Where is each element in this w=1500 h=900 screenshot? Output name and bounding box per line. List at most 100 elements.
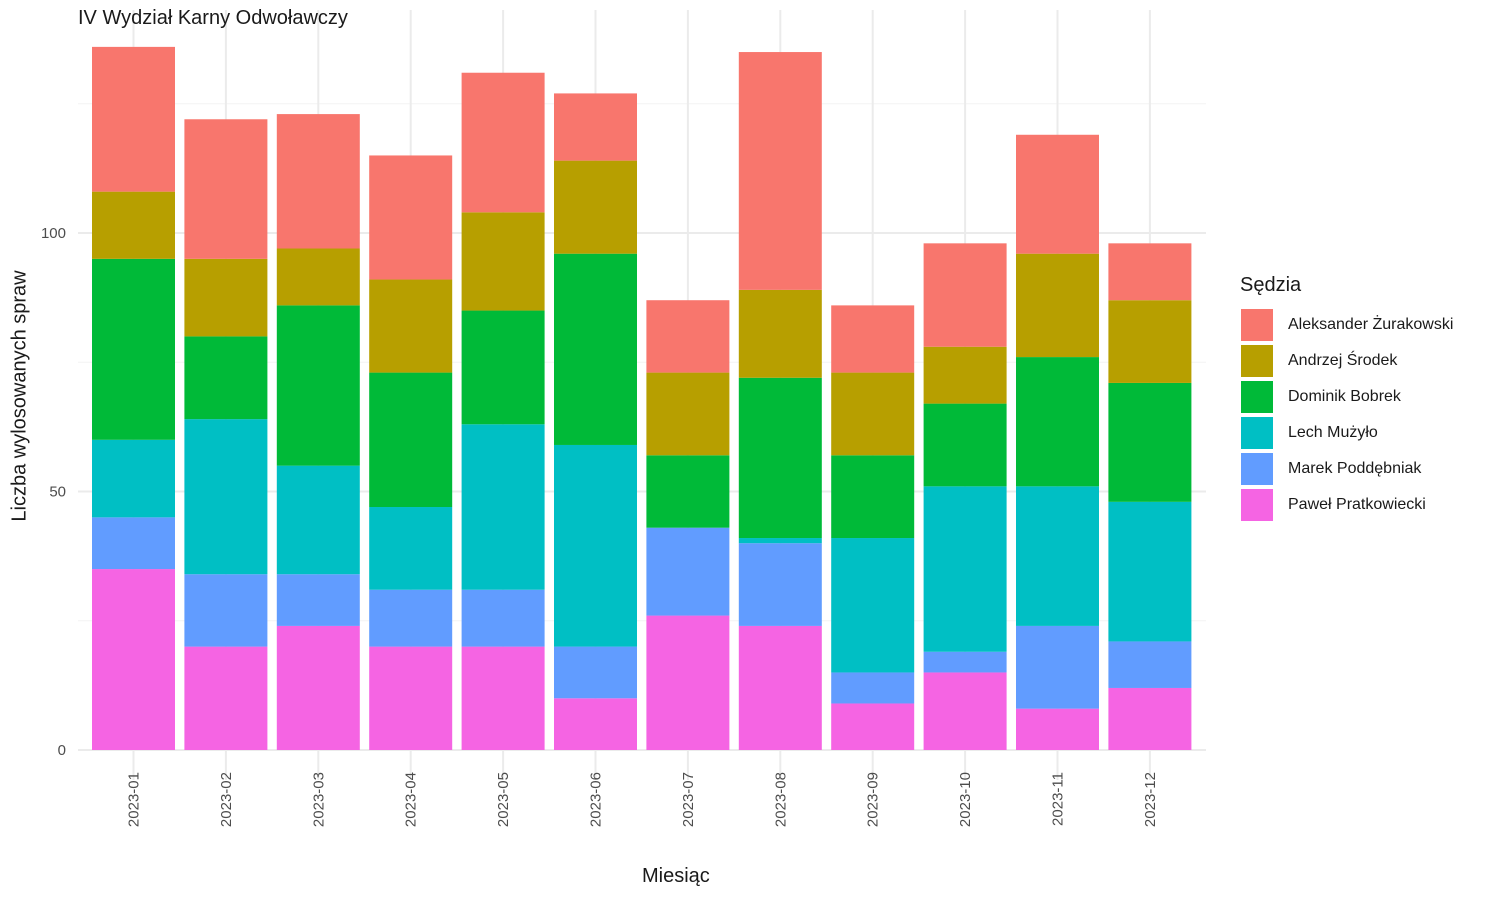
legend-color-key bbox=[1240, 416, 1274, 450]
bar-segment bbox=[461, 646, 545, 750]
bar-segment bbox=[738, 538, 822, 544]
legend-label: Lech Mużyło bbox=[1288, 424, 1378, 441]
bar-segment bbox=[1108, 382, 1192, 502]
bar-segment bbox=[738, 377, 822, 539]
bar-segment bbox=[831, 305, 915, 373]
legend-color-key bbox=[1240, 308, 1274, 342]
bar-segment bbox=[1108, 641, 1192, 688]
bar-segment bbox=[184, 119, 268, 259]
bar-segment bbox=[1108, 687, 1192, 750]
bar-segment bbox=[184, 574, 268, 647]
bar-segment bbox=[184, 419, 268, 575]
bar-segment bbox=[276, 574, 360, 626]
bar-segment bbox=[1016, 486, 1099, 626]
bar-segment bbox=[276, 465, 360, 575]
x-tick-label: 2023-04 bbox=[403, 772, 420, 827]
bar-segment bbox=[831, 703, 915, 750]
x-axis-ticks: 2023-01 2023-02 2023-03 2023-04 2023-05 2023-… bbox=[126, 772, 1159, 827]
bar-segment bbox=[461, 212, 545, 311]
bar-segment bbox=[646, 372, 730, 456]
x-tick-label: 2023-08 bbox=[772, 772, 789, 827]
bar-segment bbox=[554, 698, 637, 750]
bar-segment bbox=[646, 455, 730, 528]
y-axis-ticks: 0 50 100 bbox=[41, 225, 66, 759]
legend-label: Dominik Bobrek bbox=[1288, 388, 1401, 405]
legend-item: Paweł Pratkowiecki bbox=[1240, 487, 1453, 523]
bar-segment bbox=[461, 310, 545, 425]
legend-color-key bbox=[1240, 452, 1274, 486]
bar-segment bbox=[646, 615, 730, 750]
bar-segment bbox=[92, 569, 175, 750]
bar-segment bbox=[1016, 625, 1099, 709]
bar-segment bbox=[184, 336, 268, 420]
x-tick-label: 2023-09 bbox=[865, 772, 882, 827]
bar-segment bbox=[184, 258, 268, 337]
bar-segment bbox=[831, 538, 915, 673]
bar-segment bbox=[276, 305, 360, 466]
bar-segment bbox=[554, 160, 637, 254]
chart-title: IV Wydział Karny Odwoławczy bbox=[78, 7, 348, 29]
bar-segment bbox=[461, 589, 545, 647]
bar-segment bbox=[646, 300, 730, 373]
x-axis-label: Miesiąc bbox=[642, 865, 710, 887]
bar-segment bbox=[923, 243, 1007, 347]
bar-segment bbox=[1108, 243, 1192, 301]
bar-segment bbox=[92, 439, 175, 518]
bar-segment bbox=[369, 372, 453, 508]
bar-segment bbox=[369, 155, 453, 280]
bar-segment bbox=[369, 507, 453, 590]
bar-segment bbox=[461, 424, 545, 590]
bar-segment bbox=[276, 114, 360, 249]
bar-segment bbox=[923, 486, 1007, 652]
legend-title: Sędzia bbox=[1240, 274, 1302, 296]
x-tick-label: 2023-01 bbox=[126, 772, 143, 827]
x-tick-label: 2023-02 bbox=[218, 772, 235, 827]
bar-segment bbox=[1016, 357, 1099, 487]
bar-segment bbox=[1016, 134, 1099, 254]
bar-segment bbox=[184, 646, 268, 750]
y-tick-label: 100 bbox=[41, 225, 66, 242]
legend-items: Aleksander Żurakowski Andrzej Środek Domin… bbox=[1240, 307, 1453, 523]
y-axis-label: Liczba wylosowanych spraw bbox=[8, 270, 31, 522]
x-tick-label: 2023-03 bbox=[310, 772, 327, 827]
legend-label: Marek Poddębniak bbox=[1288, 460, 1422, 477]
legend-item: Andrzej Środek bbox=[1240, 343, 1453, 379]
bar-segment bbox=[923, 672, 1007, 750]
legend-item: Lech Mużyło bbox=[1240, 415, 1453, 451]
bar-segment bbox=[554, 93, 637, 161]
bar-segment bbox=[831, 455, 915, 539]
bar-segment bbox=[554, 646, 637, 699]
legend-item: Dominik Bobrek bbox=[1240, 379, 1453, 415]
bar-segment bbox=[1108, 300, 1192, 383]
x-tick-label: 2023-06 bbox=[588, 772, 605, 827]
legend-color-key bbox=[1240, 344, 1274, 378]
bar-segment bbox=[92, 258, 175, 440]
bar-segment bbox=[554, 253, 637, 445]
bar-segment bbox=[92, 46, 175, 192]
bar-segment bbox=[369, 279, 453, 373]
bar-segment bbox=[831, 372, 915, 456]
bar-segment bbox=[92, 517, 175, 570]
x-tick-label: 2023-11 bbox=[1050, 772, 1067, 826]
bar-segment bbox=[1108, 501, 1192, 642]
bars bbox=[92, 46, 1192, 750]
bar-segment bbox=[923, 403, 1007, 487]
bar-segment bbox=[738, 625, 822, 750]
bar-segment bbox=[831, 672, 915, 704]
legend-color-key bbox=[1240, 488, 1274, 522]
legend-color-key bbox=[1240, 380, 1274, 414]
legend-item: Marek Poddębniak bbox=[1240, 451, 1453, 487]
legend-label: Andrzej Środek bbox=[1288, 352, 1398, 369]
bar-segment bbox=[1016, 708, 1099, 750]
bar-segment bbox=[738, 543, 822, 626]
bar-segment bbox=[923, 346, 1007, 404]
x-tick-label: 2023-07 bbox=[680, 772, 697, 827]
bar-segment bbox=[738, 289, 822, 378]
bar-segment bbox=[738, 52, 822, 290]
legend: Sędzia Aleksander Żurakowski Andrzej Środ… bbox=[1240, 274, 1453, 523]
x-tick-label: 2023-10 bbox=[957, 772, 974, 827]
bar-segment bbox=[369, 646, 453, 750]
bar-segment bbox=[369, 589, 453, 647]
bar-segment bbox=[554, 444, 637, 647]
